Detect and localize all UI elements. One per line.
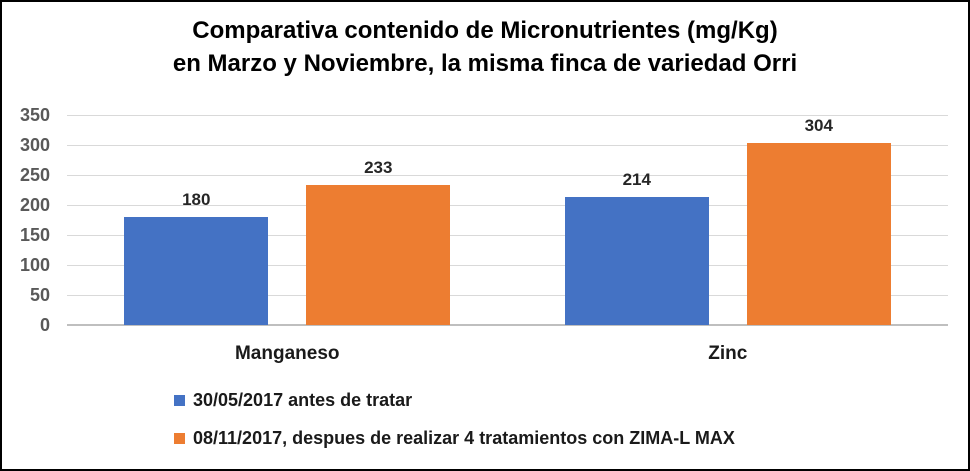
y-axis-tick-label: 300 — [19, 135, 50, 155]
gridline — [67, 115, 948, 116]
y-axis-tick-label: 150 — [19, 225, 50, 245]
legend-swatch-icon — [174, 394, 185, 406]
x-axis-category-label-manganeso: Manganeso — [234, 343, 340, 364]
gridline — [67, 295, 948, 296]
gridline — [67, 145, 948, 146]
bar-value-label-zinc-series2: 304 — [804, 115, 833, 135]
y-axis-tick-label: 350 — [19, 105, 50, 125]
y-axis-tick-label: 250 — [19, 165, 50, 185]
gridline — [67, 265, 948, 266]
chart-title-line1: Comparativa contenido de Micronutrientes… — [192, 17, 778, 44]
legend-swatch-icon — [174, 432, 185, 444]
bar-value-label-manganeso-series2: 233 — [364, 158, 393, 178]
legend-item-series2: 08/11/2017, despues de realizar 4 tratam… — [174, 427, 735, 449]
bar-zinc-series2 — [746, 142, 891, 325]
legend: 30/05/2017 antes de tratar 08/11/2017, de… — [174, 389, 735, 449]
bar-manganeso-series2 — [306, 185, 451, 325]
gridline — [67, 235, 948, 236]
legend-label: 30/05/2017 antes de tratar — [193, 389, 413, 410]
chart-title-line2: en Marzo y Noviembre, la misma finca de … — [172, 50, 798, 77]
legend-label: 08/11/2017, despues de realizar 4 tratam… — [193, 427, 735, 448]
y-axis-tick-label: 50 — [29, 285, 50, 305]
x-axis-category-label-zinc: Zinc — [708, 343, 748, 364]
x-axis-line — [67, 324, 948, 326]
y-axis-tick-label: 0 — [39, 315, 50, 335]
bar-value-label-zinc-series1: 214 — [622, 169, 651, 189]
y-axis-tick-label: 100 — [19, 255, 50, 275]
y-axis-tick-label: 200 — [19, 195, 50, 215]
gridline — [67, 205, 948, 206]
legend-item-series1: 30/05/2017 antes de tratar — [174, 389, 735, 411]
bar-zinc-series1 — [564, 196, 709, 325]
bar-value-label-manganeso-series1: 180 — [182, 190, 211, 209]
chart-title: Comparativa contenido de Micronutrientes… — [2, 14, 968, 80]
bar-manganeso-series1 — [124, 217, 269, 325]
gridline — [67, 175, 948, 176]
